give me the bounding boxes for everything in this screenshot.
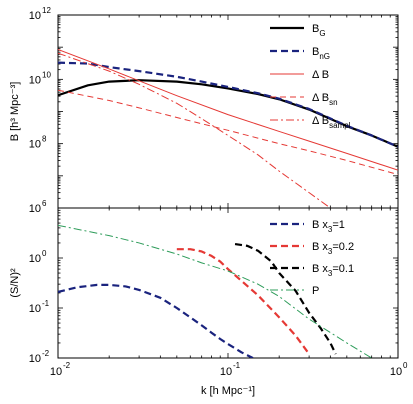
x-tick-exponent: -2 bbox=[63, 361, 71, 370]
y-tick-label: 10 bbox=[29, 139, 41, 151]
x-tick-exponent: 0 bbox=[403, 361, 408, 370]
series-line-0-4 bbox=[58, 52, 331, 208]
y-axis-label: B [h³ Mpc⁻³] bbox=[9, 82, 21, 142]
y-axis-label: (S/N)² bbox=[9, 268, 21, 298]
y-tick-exponent: -1 bbox=[42, 299, 50, 308]
series-line-0-3 bbox=[58, 89, 398, 175]
legend-label: BnG bbox=[312, 46, 330, 61]
legend-label: B x3=0.2 bbox=[312, 241, 354, 256]
legend-layer: BG BnG Δ B Δ Bsn Δ Bsampl B x3=1 B x3=0.2 B x3=… bbox=[270, 23, 354, 297]
legend-label: Δ Bsampl bbox=[312, 115, 351, 130]
y-tick-exponent: 6 bbox=[42, 199, 47, 208]
series-line-0-1 bbox=[58, 61, 398, 148]
legend-label: P bbox=[312, 285, 319, 297]
series-line-1-1 bbox=[176, 248, 310, 355]
y-tick-label: 10 bbox=[29, 303, 41, 315]
x-tick-label: 10 bbox=[50, 366, 62, 378]
legend-label: Δ B bbox=[312, 69, 329, 81]
legend-label: Δ Bsn bbox=[312, 92, 338, 107]
y-tick-label: 10 bbox=[29, 10, 41, 22]
legend-label: B x3=0.1 bbox=[312, 263, 354, 278]
x-tick-label: 10 bbox=[220, 366, 232, 378]
y-tick-exponent: 10 bbox=[42, 70, 51, 79]
x-axis-label: k [h Mpc⁻¹] bbox=[201, 385, 255, 397]
series-line-1-2 bbox=[234, 242, 337, 355]
legend-label: B x3=1 bbox=[312, 219, 345, 234]
y-tick-label: 10 bbox=[29, 353, 41, 365]
y-tick-label: 10 bbox=[29, 253, 41, 265]
series-line-1-0 bbox=[58, 283, 254, 358]
series-layer bbox=[58, 48, 398, 358]
legend-label: BG bbox=[312, 23, 326, 38]
series-line-0-2 bbox=[58, 48, 398, 171]
y-tick-exponent: 12 bbox=[42, 6, 51, 15]
y-tick-exponent: 8 bbox=[42, 135, 47, 144]
series-line-1-3 bbox=[58, 224, 372, 358]
y-tick-exponent: -2 bbox=[42, 349, 50, 358]
x-tick-label: 10 bbox=[390, 366, 402, 378]
y-tick-exponent: 0 bbox=[42, 249, 47, 258]
y-tick-label: 10 bbox=[29, 74, 41, 86]
y-tick-label: 10 bbox=[29, 203, 41, 215]
x-tick-exponent: -1 bbox=[233, 361, 241, 370]
